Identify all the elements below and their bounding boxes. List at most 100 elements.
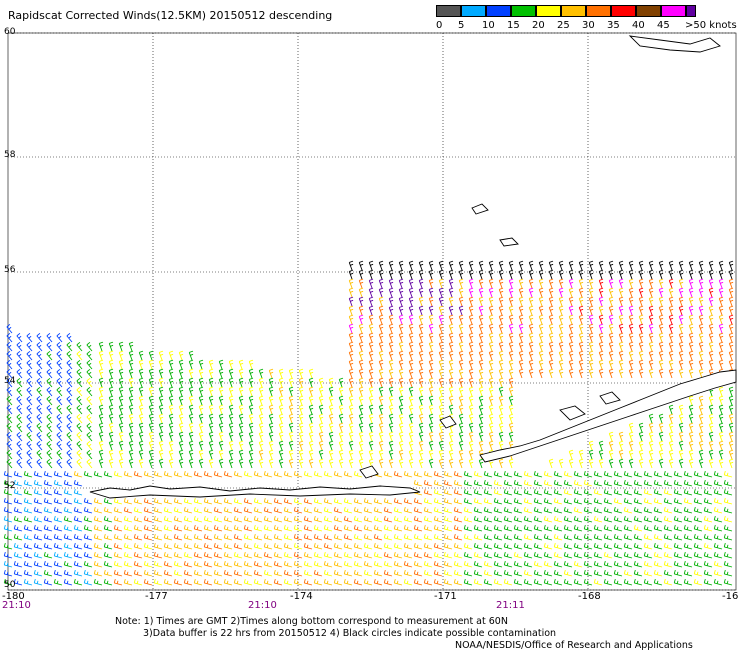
wind-barb-183 xyxy=(619,297,625,306)
wind-barb-284 xyxy=(449,324,455,333)
wind-barb-905 xyxy=(239,423,245,432)
wind-barb-1157 xyxy=(159,459,165,468)
wind-barb-1787 xyxy=(574,543,583,549)
wind-barb-431 xyxy=(359,351,365,360)
wind-barb-963 xyxy=(199,432,205,441)
wind-barb-2066 xyxy=(444,579,453,585)
wind-barb-2014 xyxy=(654,570,663,576)
wind-barb-94 xyxy=(509,279,515,288)
wind-barb-355 xyxy=(699,333,705,342)
wind-barb-1443 xyxy=(54,507,63,513)
wind-barb-980 xyxy=(369,432,375,441)
wind-barb-1042 xyxy=(349,441,355,450)
wind-barb-201 xyxy=(409,306,415,315)
wind-barb-1191 xyxy=(499,459,505,468)
wind-barb-1135 xyxy=(669,450,675,459)
wind-barb-120 xyxy=(379,288,385,297)
wind-barb-1887 xyxy=(114,561,123,567)
wind-barb-149 xyxy=(669,288,675,297)
wind-barb-1195 xyxy=(569,459,575,468)
wind-barb-465 xyxy=(699,351,705,360)
wind-barb-606 xyxy=(37,378,45,387)
wind-barb-144 xyxy=(619,288,625,297)
wind-barb-1999 xyxy=(504,570,513,576)
wind-barb-1415 xyxy=(504,498,513,504)
wind-barb-1064 xyxy=(639,441,645,450)
wind-barb-446 xyxy=(509,351,515,360)
wind-barb-2084 xyxy=(624,579,633,585)
wind-barb-308 xyxy=(689,324,695,333)
wind-barb-1139 xyxy=(709,450,715,459)
wind-barb-197 xyxy=(369,306,375,315)
wind-barb-1814 xyxy=(114,552,123,558)
wind-barb-1934 xyxy=(584,561,593,567)
wind-barb-1005 xyxy=(709,432,715,441)
wind-barb-1098 xyxy=(249,450,255,459)
wind-barb-1904 xyxy=(284,561,293,567)
wind-barb-23 xyxy=(579,261,585,270)
wind-barb-1388 xyxy=(234,498,243,504)
wind-barb-1983 xyxy=(344,570,353,576)
wind-barb-1816 xyxy=(134,552,143,558)
wind-barb-230 xyxy=(699,306,705,315)
wind-barb-295 xyxy=(559,324,565,333)
wind-barb-1653 xyxy=(694,525,703,531)
wind-barb-1467 xyxy=(294,507,303,513)
wind-barb-1542 xyxy=(314,516,323,522)
wind-barb-194 xyxy=(729,297,735,306)
wind-barb-1799 xyxy=(694,543,703,549)
wind-barb-886 xyxy=(47,423,55,432)
wind-barb-625 xyxy=(229,378,235,387)
wind-barb-1525 xyxy=(144,516,153,522)
wind-barb-951 xyxy=(77,432,85,441)
wind-barb-609 xyxy=(67,378,75,387)
wind-barb-734 xyxy=(269,396,275,405)
wind-barb-634 xyxy=(319,378,325,387)
wind-barb-2001 xyxy=(524,570,533,576)
wind-barb-539 xyxy=(67,369,75,378)
wind-barb-80 xyxy=(369,279,375,288)
wind-barb-651 xyxy=(489,378,495,387)
wind-barb-1292 xyxy=(74,480,83,486)
wind-barb-613 xyxy=(109,378,115,387)
wind-barb-404 xyxy=(669,342,675,351)
wind-barb-557 xyxy=(249,369,255,378)
wind-barb-1531 xyxy=(204,516,213,522)
wind-barb-1149 xyxy=(77,459,85,468)
wind-barb-335 xyxy=(499,333,505,342)
wind-barb-33 xyxy=(679,261,685,270)
wind-barb-964 xyxy=(209,432,215,441)
wind-barb-31 xyxy=(659,261,665,270)
wind-barb-1876 xyxy=(4,561,13,567)
wind-barb-86 xyxy=(429,279,435,288)
wind-barb-2086 xyxy=(644,579,653,585)
wind-barb-1774 xyxy=(444,543,453,549)
wind-barb-117 xyxy=(349,288,355,297)
wind-barb-2082 xyxy=(604,579,613,585)
wind-barb-952 xyxy=(87,432,95,441)
wind-barb-657 xyxy=(37,387,45,396)
wind-barb-1668 xyxy=(114,534,123,540)
wind-barb-1357 xyxy=(654,489,663,495)
wind-barb-1637 xyxy=(534,525,543,531)
wind-barb-1404 xyxy=(394,498,403,504)
wind-barb-9 xyxy=(439,261,445,270)
wind-barb-2021 xyxy=(724,570,733,576)
wind-barb-648 xyxy=(459,378,465,387)
wind-barb-1652 xyxy=(684,525,693,531)
wind-barb-1950 xyxy=(14,570,23,576)
wind-barb-1634 xyxy=(504,525,513,531)
wind-barb-1259 xyxy=(474,471,483,477)
wind-barb-126 xyxy=(439,288,445,297)
wind-barb-971 xyxy=(279,432,285,441)
wind-barb-1789 xyxy=(594,543,603,549)
wind-barb-568 xyxy=(389,369,395,378)
wind-barb-1883 xyxy=(74,561,83,567)
wind-barb-1183 xyxy=(419,459,425,468)
wind-barb-836 xyxy=(149,414,155,423)
wind-barb-1749 xyxy=(194,543,203,549)
wind-barb-1457 xyxy=(194,507,203,513)
wind-barb-457 xyxy=(619,351,625,360)
wind-barb-497 xyxy=(379,360,385,369)
wind-barb-2005 xyxy=(564,570,573,576)
